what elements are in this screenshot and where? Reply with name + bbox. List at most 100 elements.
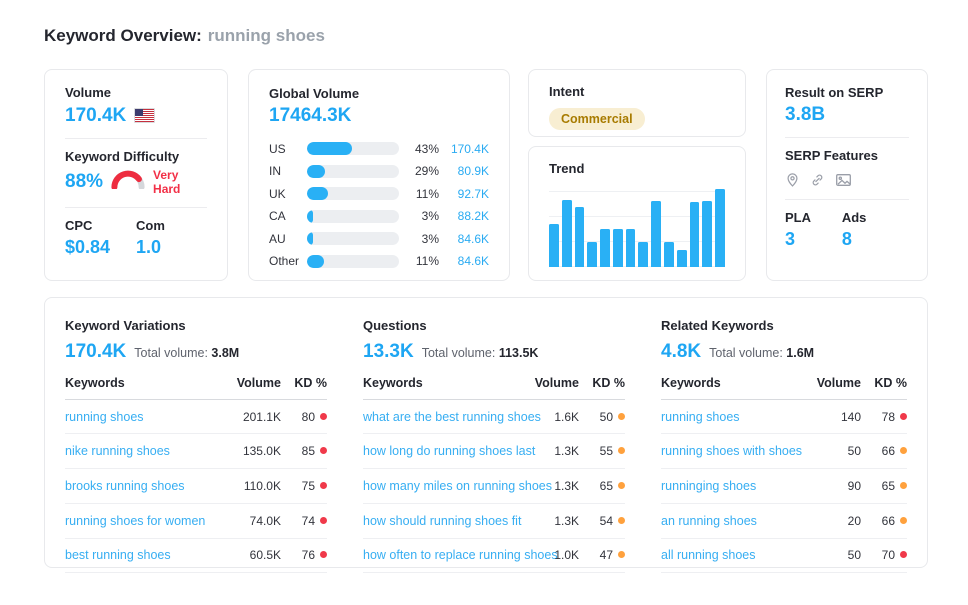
intent-card: Intent Commercial — [528, 69, 746, 137]
keyword-link[interactable]: an running shoes — [661, 513, 757, 528]
result-on-serp-label: Result on SERP — [785, 85, 884, 100]
image-icon[interactable] — [835, 172, 852, 188]
trend-bar — [651, 201, 662, 267]
keyword-link[interactable]: running shoes — [65, 409, 144, 424]
pla-value: 3 — [785, 228, 796, 249]
column-volume[interactable]: Volume — [816, 375, 861, 390]
country-volume-value: 84.6K — [457, 254, 489, 269]
keyword-row: running shoes 140 78 — [661, 400, 907, 435]
difficulty-rating: Very Hard — [153, 167, 181, 196]
keyword-row: how long do running shoes last 1.3K 55 — [363, 434, 625, 470]
volume-section: Volume 170.4K — [65, 85, 207, 127]
keyword-link[interactable]: what are the best running shoes — [363, 409, 541, 424]
kd-dot-icon — [320, 412, 327, 420]
keyword-link[interactable]: how should running shoes fit — [363, 513, 522, 528]
keyword-difficulty-section: Keyword Difficulty 88% Very Hard — [65, 149, 207, 196]
country-volume-bar — [307, 187, 399, 201]
column-volume[interactable]: Volume — [236, 375, 281, 390]
keyword-link[interactable]: brooks running shoes — [65, 478, 185, 493]
keyword-link[interactable]: runninging shoes — [661, 478, 757, 493]
table-title: Questions — [363, 318, 427, 333]
keyword-volume: 90 — [847, 478, 861, 493]
result-on-serp-section: Result on SERP 3.8B — [785, 85, 909, 126]
keyword-variations-table: Keyword Variations 170.4K Total volume: … — [65, 318, 327, 574]
kd-dot-icon — [900, 551, 907, 559]
column-keywords[interactable]: Keywords — [363, 375, 423, 390]
keyword-volume: 201.1K — [242, 409, 281, 424]
column-keywords[interactable]: Keywords — [661, 375, 721, 390]
kd-dot-icon — [320, 516, 327, 524]
keyword-kd: 50 — [579, 410, 625, 424]
kd-dot-icon — [900, 481, 907, 489]
kd-dot-icon — [900, 447, 907, 455]
cpc-com-section: CPC $0.84 Com 1.0 — [65, 218, 207, 258]
com-label: Com — [136, 217, 165, 233]
table-header: Keywords Volume KD % — [363, 364, 625, 400]
country-share-value: 11% — [415, 186, 439, 201]
country-label: Other — [269, 254, 300, 269]
keyword-volume: 60.5K — [249, 548, 281, 563]
ads-value: 8 — [841, 228, 852, 249]
country-label: US — [269, 141, 286, 156]
intent-badge[interactable]: Commercial — [549, 107, 645, 130]
keyword-kd: 85 — [281, 444, 327, 458]
keyword-link[interactable]: running shoes with shoes — [661, 444, 803, 459]
keyword-volume: 50 — [847, 444, 861, 459]
table-summary: 4.8K Total volume: 1.6M — [661, 340, 907, 364]
keyword-link[interactable]: best running shoes — [65, 548, 171, 563]
kd-dot-icon — [618, 551, 625, 559]
divider — [65, 206, 207, 208]
column-volume[interactable]: Volume — [534, 375, 579, 390]
keyword-link[interactable]: nike running shoes — [65, 444, 170, 459]
link-icon[interactable] — [810, 172, 825, 188]
keyword-link[interactable]: all running shoes — [661, 548, 756, 563]
table-header: Keywords Volume KD % — [65, 364, 327, 400]
keyword-kd: 54 — [579, 514, 625, 528]
table-header: Keywords Volume KD % — [661, 364, 907, 400]
kd-dot-icon — [618, 412, 625, 420]
country-volume-bar — [307, 254, 399, 268]
column-kd[interactable]: KD % — [874, 375, 907, 390]
table-title: Keyword Variations — [65, 318, 186, 333]
table-summary: 13.3K Total volume: 113.5K — [363, 340, 625, 364]
trend-bar — [625, 229, 636, 267]
pla-label: PLA — [785, 209, 811, 225]
us-flag-icon — [134, 107, 156, 123]
keyword-row: runninging shoes 90 65 — [661, 469, 907, 504]
country-volume-bar — [307, 142, 399, 156]
cpc-label: CPC — [65, 217, 93, 233]
trend-bar — [689, 201, 700, 267]
keyword-link[interactable]: how many miles on running shoes — [363, 478, 552, 493]
table-total-volume: Total volume: 113.5K — [421, 346, 539, 360]
country-volume-value: 88.2K — [457, 209, 489, 224]
table-total-volume: Total volume: 3.8M — [134, 346, 240, 360]
location-pin-icon[interactable] — [785, 172, 800, 188]
volume-label: Volume — [65, 85, 111, 100]
keyword-link[interactable]: how long do running shoes last — [363, 444, 536, 459]
keyword-volume: 1.3K — [554, 478, 579, 493]
keyword-row: how often to replace running shoes 1.0K … — [363, 539, 625, 574]
country-volume-value: 80.9K — [457, 164, 489, 179]
divider — [785, 198, 909, 200]
difficulty-gauge-icon — [111, 170, 145, 194]
keyword-link[interactable]: how often to replace running shoes — [363, 548, 558, 563]
country-volume-value: 92.7K — [457, 186, 489, 201]
column-kd[interactable]: KD % — [294, 375, 327, 390]
country-volume-bar — [307, 164, 399, 178]
keyword-link[interactable]: running shoes — [661, 409, 740, 424]
country-volume-bar-fill — [307, 232, 314, 246]
keyword-row: how many miles on running shoes 1.3K 65 — [363, 469, 625, 504]
country-volume-bar-fill — [307, 187, 329, 201]
keyword-row: best running shoes 60.5K 76 — [65, 539, 327, 574]
global-volume-rows: US 43% 170.4K IN 29% 80.9K UK 11% 92.7K … — [269, 137, 489, 272]
questions-table: Questions 13.3K Total volume: 113.5K Key… — [363, 318, 625, 574]
column-keywords[interactable]: Keywords — [65, 375, 125, 390]
cpc-value: $0.84 — [65, 236, 111, 257]
keyword-kd: 70 — [861, 548, 907, 562]
keyword-link[interactable]: running shoes for women — [65, 513, 206, 528]
column-kd[interactable]: KD % — [592, 375, 625, 390]
global-volume-row: US 43% 170.4K — [269, 137, 489, 160]
table-count: 170.4K — [65, 341, 127, 362]
keyword-difficulty-value: 88% — [65, 171, 104, 193]
pla-metric: PLA 3 — [785, 210, 842, 250]
